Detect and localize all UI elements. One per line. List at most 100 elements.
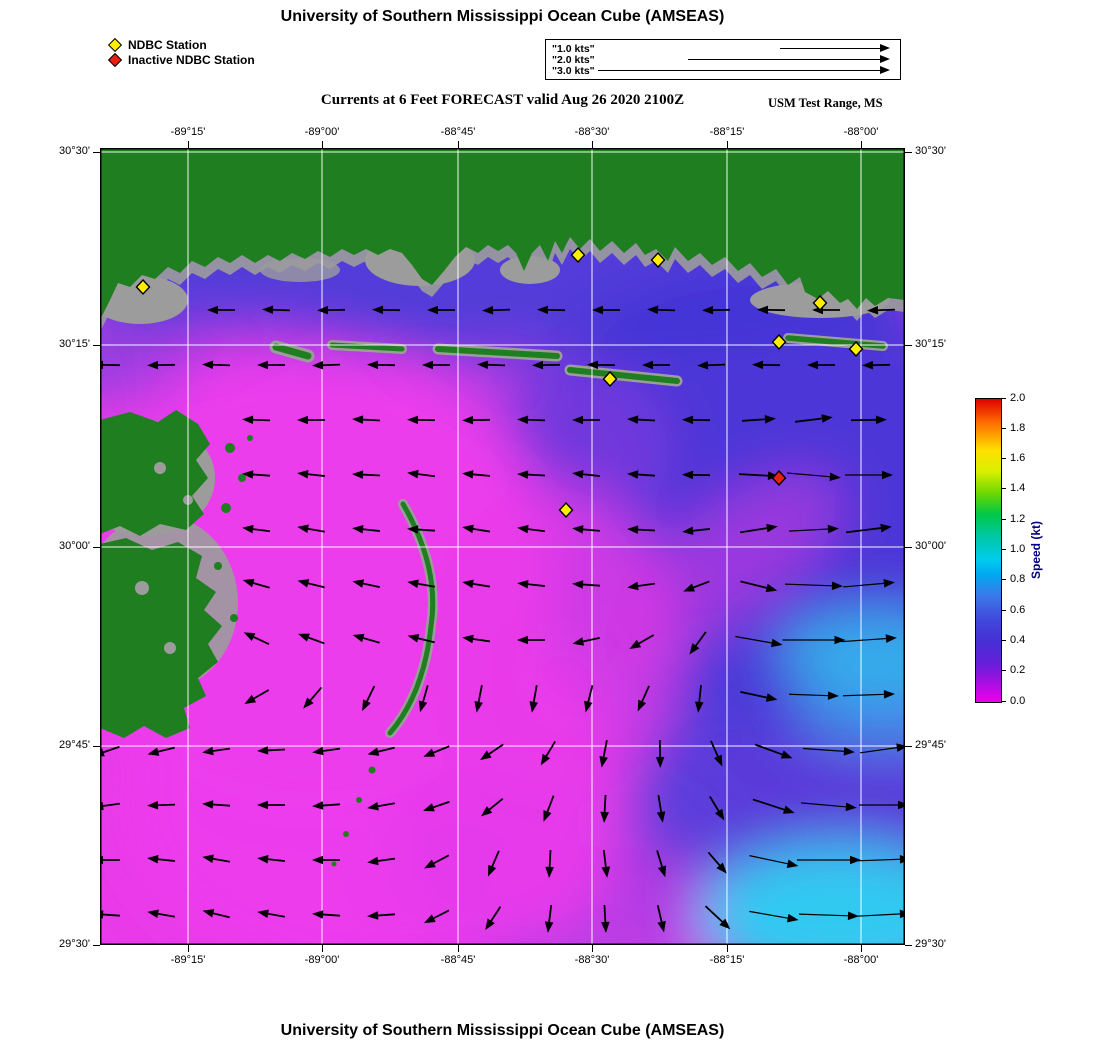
inactive-ndbc-station-icon bbox=[107, 52, 123, 67]
legend-ndbc-label: NDBC Station bbox=[128, 37, 207, 52]
x-axis-tick bbox=[860, 945, 862, 952]
current-arrow bbox=[599, 740, 608, 768]
x-axis-tick bbox=[591, 141, 593, 148]
x-axis-label-top: -88°15' bbox=[709, 126, 745, 138]
land-mass bbox=[92, 148, 905, 332]
current-arrow bbox=[202, 360, 231, 370]
current-arrow bbox=[202, 909, 230, 919]
current-arrow bbox=[517, 524, 546, 534]
current-arrow bbox=[694, 684, 704, 713]
current-arrow bbox=[572, 580, 601, 589]
x-axis-tick bbox=[321, 141, 323, 148]
current-arrow bbox=[202, 800, 231, 809]
current-arrow bbox=[752, 360, 781, 370]
current-arrow bbox=[423, 745, 450, 757]
ndbc-station-marker bbox=[650, 251, 666, 269]
map-border bbox=[100, 148, 905, 945]
current-arrow bbox=[303, 686, 323, 709]
current-arrow bbox=[462, 524, 491, 534]
scale-row-label: "1.0 kts" bbox=[552, 42, 595, 55]
current-arrow bbox=[427, 305, 455, 315]
current-arrow bbox=[788, 691, 839, 700]
y-axis-label-left: 29°45' bbox=[59, 739, 90, 751]
current-arrow bbox=[850, 415, 887, 425]
current-arrow bbox=[147, 360, 176, 370]
current-arrow bbox=[352, 633, 380, 644]
current-arrow bbox=[352, 415, 381, 424]
current-arrow bbox=[540, 740, 556, 766]
current-arrow bbox=[587, 360, 616, 370]
current-arrow bbox=[407, 634, 435, 644]
scale-arrowhead-icon bbox=[880, 54, 890, 63]
y-axis-label-right: 30°15' bbox=[915, 338, 946, 350]
ndbc-station-marker bbox=[570, 246, 586, 264]
x-axis-tick bbox=[591, 945, 593, 952]
current-arrow bbox=[262, 305, 291, 315]
current-arrow bbox=[683, 580, 710, 592]
current-arrow bbox=[517, 470, 546, 479]
current-arrow bbox=[842, 690, 895, 699]
current-arrow bbox=[682, 526, 711, 536]
current-arrow bbox=[418, 685, 429, 713]
colorbar-tick bbox=[1001, 458, 1006, 460]
colorbar-tick bbox=[1001, 609, 1006, 611]
current-arrow bbox=[481, 798, 504, 817]
ndbc-station-marker bbox=[602, 370, 618, 388]
colorbar-tick bbox=[1001, 397, 1006, 399]
current-arrow bbox=[424, 854, 450, 869]
current-arrow bbox=[682, 415, 711, 425]
ndbc-station-marker bbox=[812, 294, 828, 312]
scale-arrowhead-icon bbox=[880, 65, 890, 74]
current-arrow bbox=[242, 470, 271, 479]
forecast-subtitle: Currents at 6 Feet FORECAST valid Aug 26… bbox=[320, 92, 685, 108]
grid-lines bbox=[100, 148, 905, 945]
colorbar-tick bbox=[1001, 700, 1006, 702]
colorbar-tick-label: 0.6 bbox=[1010, 603, 1026, 616]
current-arrow bbox=[297, 579, 325, 589]
current-arrow bbox=[243, 632, 270, 646]
y-axis-tick bbox=[93, 944, 100, 946]
current-arrow bbox=[257, 854, 286, 864]
current-arrow bbox=[257, 360, 285, 370]
x-axis-label-bottom: -89°00' bbox=[304, 954, 340, 966]
current-arrow bbox=[202, 854, 231, 864]
current-arrow bbox=[312, 360, 341, 370]
current-arrow bbox=[757, 305, 786, 315]
current-arrow bbox=[752, 798, 795, 814]
ndbc-station-marker bbox=[558, 501, 574, 519]
current-arrow bbox=[572, 415, 600, 425]
current-arrow bbox=[367, 801, 396, 811]
map bbox=[40, 148, 1030, 993]
current-arrow bbox=[795, 414, 833, 423]
scale-row-label: "3.0 kts" bbox=[552, 64, 595, 77]
current-arrow bbox=[257, 909, 286, 919]
current-arrow bbox=[572, 469, 601, 479]
current-arrow bbox=[312, 910, 341, 919]
current-arrow bbox=[367, 360, 396, 370]
current-arrow bbox=[735, 635, 783, 648]
colorbar-tick bbox=[1001, 549, 1006, 550]
current-arrow bbox=[517, 415, 546, 425]
x-axis-label-bottom: -88°15' bbox=[709, 954, 745, 966]
current-arrow bbox=[372, 305, 401, 315]
x-axis-label-top: -88°00' bbox=[843, 126, 879, 138]
scale-row: "3.0 kts" bbox=[552, 64, 892, 77]
y-axis-tick bbox=[93, 745, 100, 747]
current-arrow bbox=[592, 305, 620, 315]
current-arrow bbox=[147, 800, 176, 810]
y-axis-tick bbox=[93, 546, 100, 548]
current-arrow bbox=[749, 855, 799, 868]
current-arrow bbox=[529, 684, 539, 713]
colorbar-title: Speed (kt) bbox=[1029, 520, 1044, 579]
y-axis-tick bbox=[905, 546, 912, 548]
colorbar-tick-label: 1.6 bbox=[1010, 452, 1026, 465]
current-arrow bbox=[312, 855, 340, 865]
x-axis-label-bottom: -88°45' bbox=[440, 954, 476, 966]
x-axis-label-bottom: -88°30' bbox=[574, 954, 610, 966]
scale-arrow bbox=[780, 43, 890, 52]
current-arrow bbox=[601, 904, 610, 933]
current-arrow bbox=[647, 305, 676, 315]
current-arrow bbox=[297, 524, 326, 534]
current-arrows bbox=[92, 305, 911, 933]
